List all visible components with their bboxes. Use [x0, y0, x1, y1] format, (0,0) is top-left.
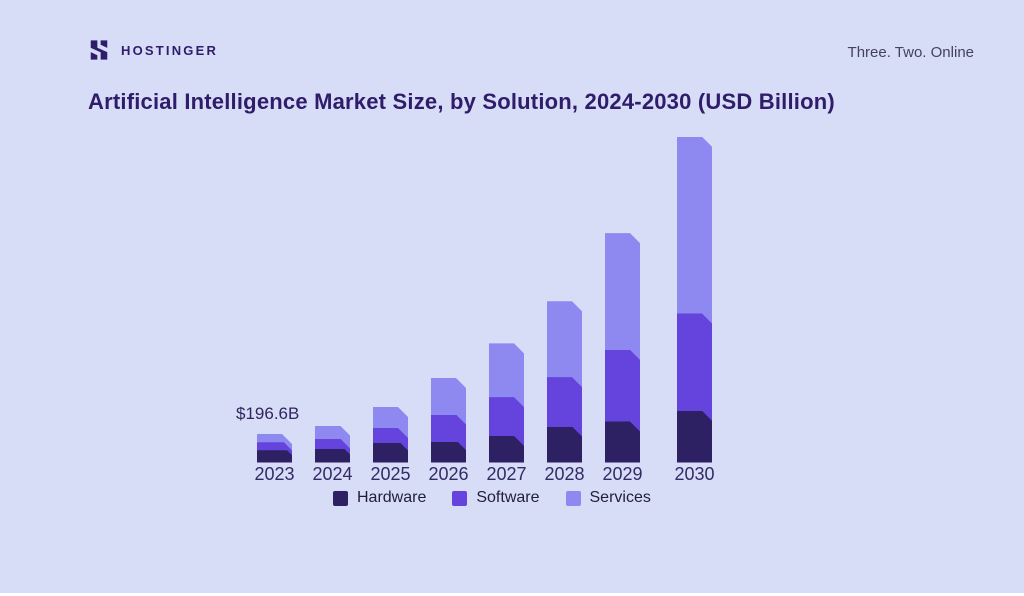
legend-swatch-software [452, 490, 468, 506]
x-axis-label-2024: 2024 [312, 464, 353, 484]
x-axis-label-2027: 2027 [486, 464, 527, 484]
value-annotation-2023: $196.6B [236, 404, 300, 423]
legend-swatch-hardware [333, 490, 348, 506]
hostinger-logo-icon [90, 40, 108, 60]
legend-item-hardware: Hardware [333, 489, 426, 507]
brand-name: HOSTINGER [121, 42, 219, 58]
bar-segment-hardware [547, 427, 582, 463]
legend-item-software: Software [452, 489, 540, 507]
x-axis-label-2023: 2023 [254, 464, 295, 484]
bar-segment-hardware [373, 443, 408, 463]
legend-label: Services [589, 489, 651, 506]
brand-tagline: Three. Two. Online [847, 44, 974, 61]
bar-2029 [605, 233, 640, 462]
bar-2028 [547, 301, 582, 462]
chart-title: Artificial Intelligence Market Size, by … [88, 89, 835, 114]
legend-swatch-services [565, 490, 581, 506]
bar-2025 [373, 407, 408, 463]
legend-label: Hardware [357, 489, 427, 506]
x-axis-label-2025: 2025 [370, 464, 411, 484]
bar-segment-hardware [677, 411, 712, 463]
bar-segment-hardware [605, 421, 640, 462]
bar-2030 [677, 137, 712, 463]
bar-segment-hardware [257, 450, 292, 462]
legend-item-services: Services [565, 489, 651, 507]
bar-segment-hardware [431, 442, 466, 463]
bar-segment-hardware [489, 436, 524, 463]
bar-2024 [315, 426, 350, 463]
x-axis-label-2029: 2029 [602, 464, 643, 484]
bar-segment-hardware [315, 449, 350, 463]
bar-2026 [431, 378, 466, 463]
x-axis-label-2030: 2030 [674, 464, 715, 484]
bar-2023 [257, 434, 292, 463]
chart-legend: Hardware Software Services [333, 489, 651, 507]
legend-label: Software [476, 489, 540, 506]
bar-2027 [489, 343, 524, 462]
x-axis-label-2028: 2028 [544, 464, 585, 484]
x-axis-label-2026: 2026 [428, 464, 469, 484]
page-bottom-edge [0, 593, 1024, 596]
brand: HOSTINGER [88, 39, 218, 61]
